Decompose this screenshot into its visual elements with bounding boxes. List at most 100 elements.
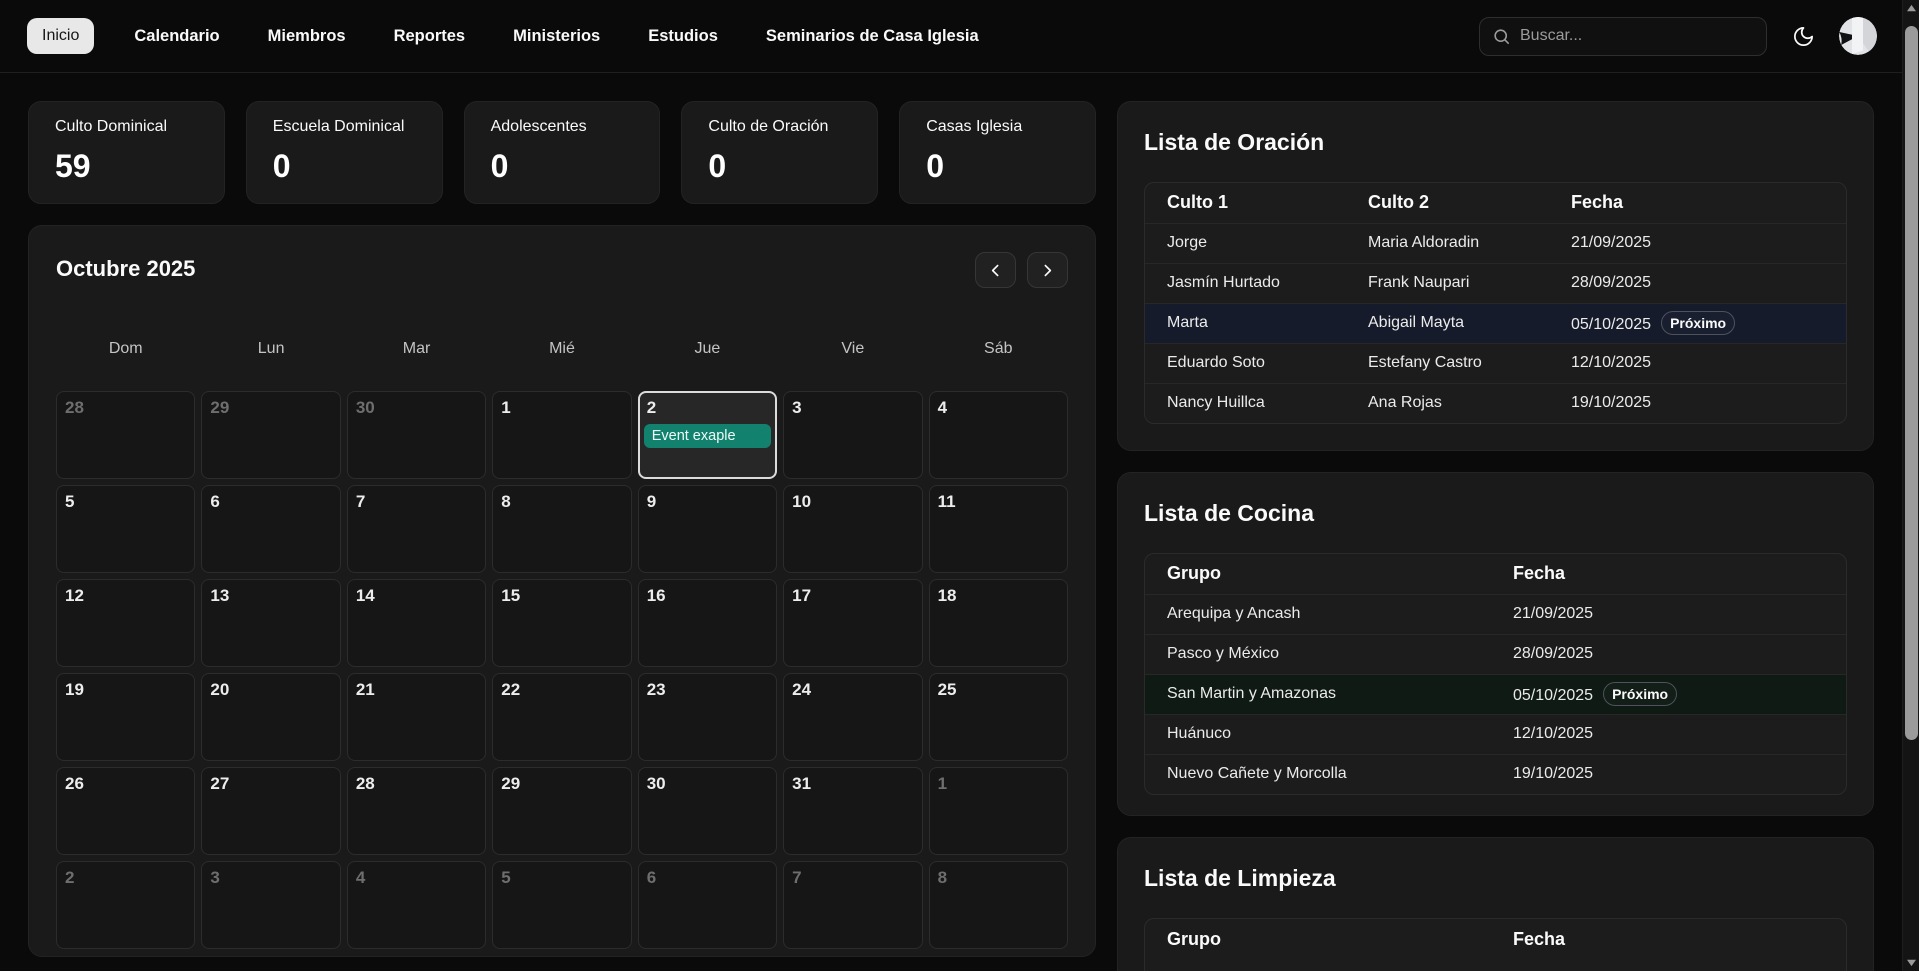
calendar-prev-button[interactable]: [975, 252, 1016, 288]
day-cell-21[interactable]: 21: [346, 673, 487, 761]
day-cell-30-outside[interactable]: 30: [346, 391, 487, 479]
table-row[interactable]: Nancy Huillca Ana Rojas 19/10/2025: [1145, 382, 1846, 423]
search-box[interactable]: [1479, 16, 1767, 56]
day-cell-9[interactable]: 9: [637, 485, 778, 573]
day-cell-4-outside[interactable]: 4: [346, 861, 487, 949]
stat-card-value: 0: [708, 148, 727, 184]
panel-title: Lista de Oración: [1144, 129, 1325, 155]
day-cell-3-outside[interactable]: 3: [201, 861, 341, 949]
column-header-fecha: Fecha: [1513, 928, 1566, 949]
day-cell-8-outside[interactable]: 8: [928, 861, 1068, 949]
day-number: 13: [210, 586, 230, 605]
theme-toggle-button[interactable]: [1783, 16, 1823, 56]
day-number: 30: [646, 774, 666, 793]
calendar-next-button[interactable]: [1027, 252, 1068, 288]
day-cell-22[interactable]: 22: [492, 673, 632, 761]
table-cell: Nancy Huillca: [1145, 382, 1346, 423]
day-cell-10[interactable]: 10: [783, 485, 923, 573]
left-column: Culto Dominical 59 Escuela Dominical 0 A…: [28, 101, 1096, 971]
day-cell-14[interactable]: 14: [346, 579, 487, 667]
day-cell-17[interactable]: 17: [783, 579, 923, 667]
table-row[interactable]: Nuevo Cañete y Morcolla 19/10/2025: [1145, 753, 1846, 794]
nav-item-inicio[interactable]: Inicio: [27, 18, 95, 54]
day-number: 29: [501, 774, 521, 793]
day-cell-16[interactable]: 16: [637, 579, 778, 667]
day-cell-26[interactable]: 26: [56, 767, 196, 855]
table-row-highlighted[interactable]: San Martin y Amazonas 05/10/2025 Próximo: [1145, 673, 1846, 714]
cell-text: Estefany Castro: [1368, 354, 1482, 371]
day-cell-27[interactable]: 27: [201, 767, 341, 855]
scrollbar-up-arrow[interactable]: [1903, 0, 1919, 17]
search-input[interactable]: [1520, 27, 1754, 45]
day-cell-15[interactable]: 15: [492, 579, 632, 667]
day-cell-23[interactable]: 23: [637, 673, 778, 761]
day-number: 30: [355, 398, 375, 417]
panel-lista-de-limpieza: Lista de Limpieza Grupo Fecha: [1117, 837, 1874, 971]
day-cell-1[interactable]: 1: [492, 391, 632, 479]
day-cell-6[interactable]: 6: [201, 485, 341, 573]
day-number: 15: [501, 586, 521, 605]
nav-item-estudios[interactable]: Estudios: [648, 26, 718, 45]
cell-text: San Martin y Amazonas: [1167, 685, 1336, 702]
day-number: 14: [355, 586, 375, 605]
day-cell-30[interactable]: 30: [637, 767, 778, 855]
table-row[interactable]: Huánuco 12/10/2025: [1145, 713, 1846, 754]
day-cell-2-outside[interactable]: 2: [56, 861, 196, 949]
day-cell-29-outside[interactable]: 29: [201, 391, 341, 479]
day-cell-13[interactable]: 13: [201, 579, 341, 667]
day-cell-3[interactable]: 3: [783, 391, 923, 479]
scrollbar-thumb[interactable]: [1905, 26, 1918, 740]
table-row[interactable]: Eduardo Soto Estefany Castro 12/10/2025: [1145, 342, 1846, 383]
day-cell-28[interactable]: 28: [346, 767, 487, 855]
calendar-event[interactable]: Event exaple: [643, 424, 772, 449]
day-cell-5-outside[interactable]: 5: [492, 861, 632, 949]
day-cell-18[interactable]: 18: [928, 579, 1068, 667]
day-cell-11[interactable]: 11: [928, 485, 1068, 573]
cell-text: Pasco y México: [1167, 645, 1280, 662]
day-cell-25[interactable]: 25: [928, 673, 1068, 761]
day-cell-6-outside[interactable]: 6: [637, 861, 778, 949]
day-cell-4[interactable]: 4: [928, 391, 1068, 479]
stat-card-label: Culto Dominical: [55, 118, 168, 135]
day-cell-28-outside[interactable]: 28: [56, 391, 196, 479]
scrollbar-down-arrow[interactable]: [1903, 954, 1919, 971]
day-number: 17: [792, 586, 812, 605]
day-cell-1-outside[interactable]: 1: [928, 767, 1068, 855]
column-header-grupo: Grupo: [1167, 563, 1221, 584]
nav-item-ministerios[interactable]: Ministerios: [513, 26, 601, 45]
nav-item-seminarios-de-casa-iglesia[interactable]: Seminarios de Casa Iglesia: [765, 26, 979, 45]
table-cell: Pasco y México: [1145, 633, 1491, 674]
day-cell-19[interactable]: 19: [56, 673, 196, 761]
nav-item-reportes[interactable]: Reportes: [393, 26, 466, 45]
table-row[interactable]: Jasmín Hurtado Frank Naupari 28/09/2025: [1145, 262, 1846, 303]
day-number: 4: [937, 398, 948, 417]
table-row[interactable]: Jorge Maria Aldoradin 21/09/2025: [1145, 222, 1846, 263]
day-cell-7-outside[interactable]: 7: [783, 861, 923, 949]
nav-item-calendario[interactable]: Calendario: [134, 26, 220, 45]
day-cell-24[interactable]: 24: [783, 673, 923, 761]
table-cell: 21/09/2025: [1549, 222, 1846, 263]
day-number: 12: [65, 586, 84, 605]
day-cell-7[interactable]: 7: [346, 485, 487, 573]
day-cell-12[interactable]: 12: [56, 579, 196, 667]
nav-item-miembros[interactable]: Miembros: [267, 26, 346, 45]
day-cell-5[interactable]: 5: [56, 485, 196, 573]
day-cell-31[interactable]: 31: [783, 767, 923, 855]
day-cell-20[interactable]: 20: [201, 673, 341, 761]
day-cell-29[interactable]: 29: [492, 767, 632, 855]
table-row[interactable]: Pasco y México 28/09/2025: [1145, 633, 1846, 674]
moon-icon: [1793, 26, 1813, 46]
panel-lista-de-oracion: Lista de Oración Culto 1 Culto 2 Fecha Jor…: [1117, 101, 1874, 451]
table-row[interactable]: Arequipa y Ancash 21/09/2025: [1145, 593, 1846, 634]
table-cell: Eduardo Soto: [1145, 342, 1346, 383]
table-row-highlighted[interactable]: Marta Abigail Mayta 05/10/2025 Próximo: [1145, 302, 1846, 343]
cell-text: Huánuco: [1167, 725, 1232, 742]
day-cell-8[interactable]: 8: [492, 485, 632, 573]
day-cell-2[interactable]: 2 Event exaple: [637, 391, 778, 479]
search-icon: [1494, 28, 1510, 44]
stats-row: Culto Dominical 59 Escuela Dominical 0 A…: [28, 101, 1096, 204]
table-cell: Arequipa y Ancash: [1145, 593, 1491, 634]
stat-card-value: 0: [272, 148, 291, 184]
user-avatar[interactable]: [1839, 17, 1877, 55]
page-scrollbar[interactable]: [1902, 0, 1919, 971]
